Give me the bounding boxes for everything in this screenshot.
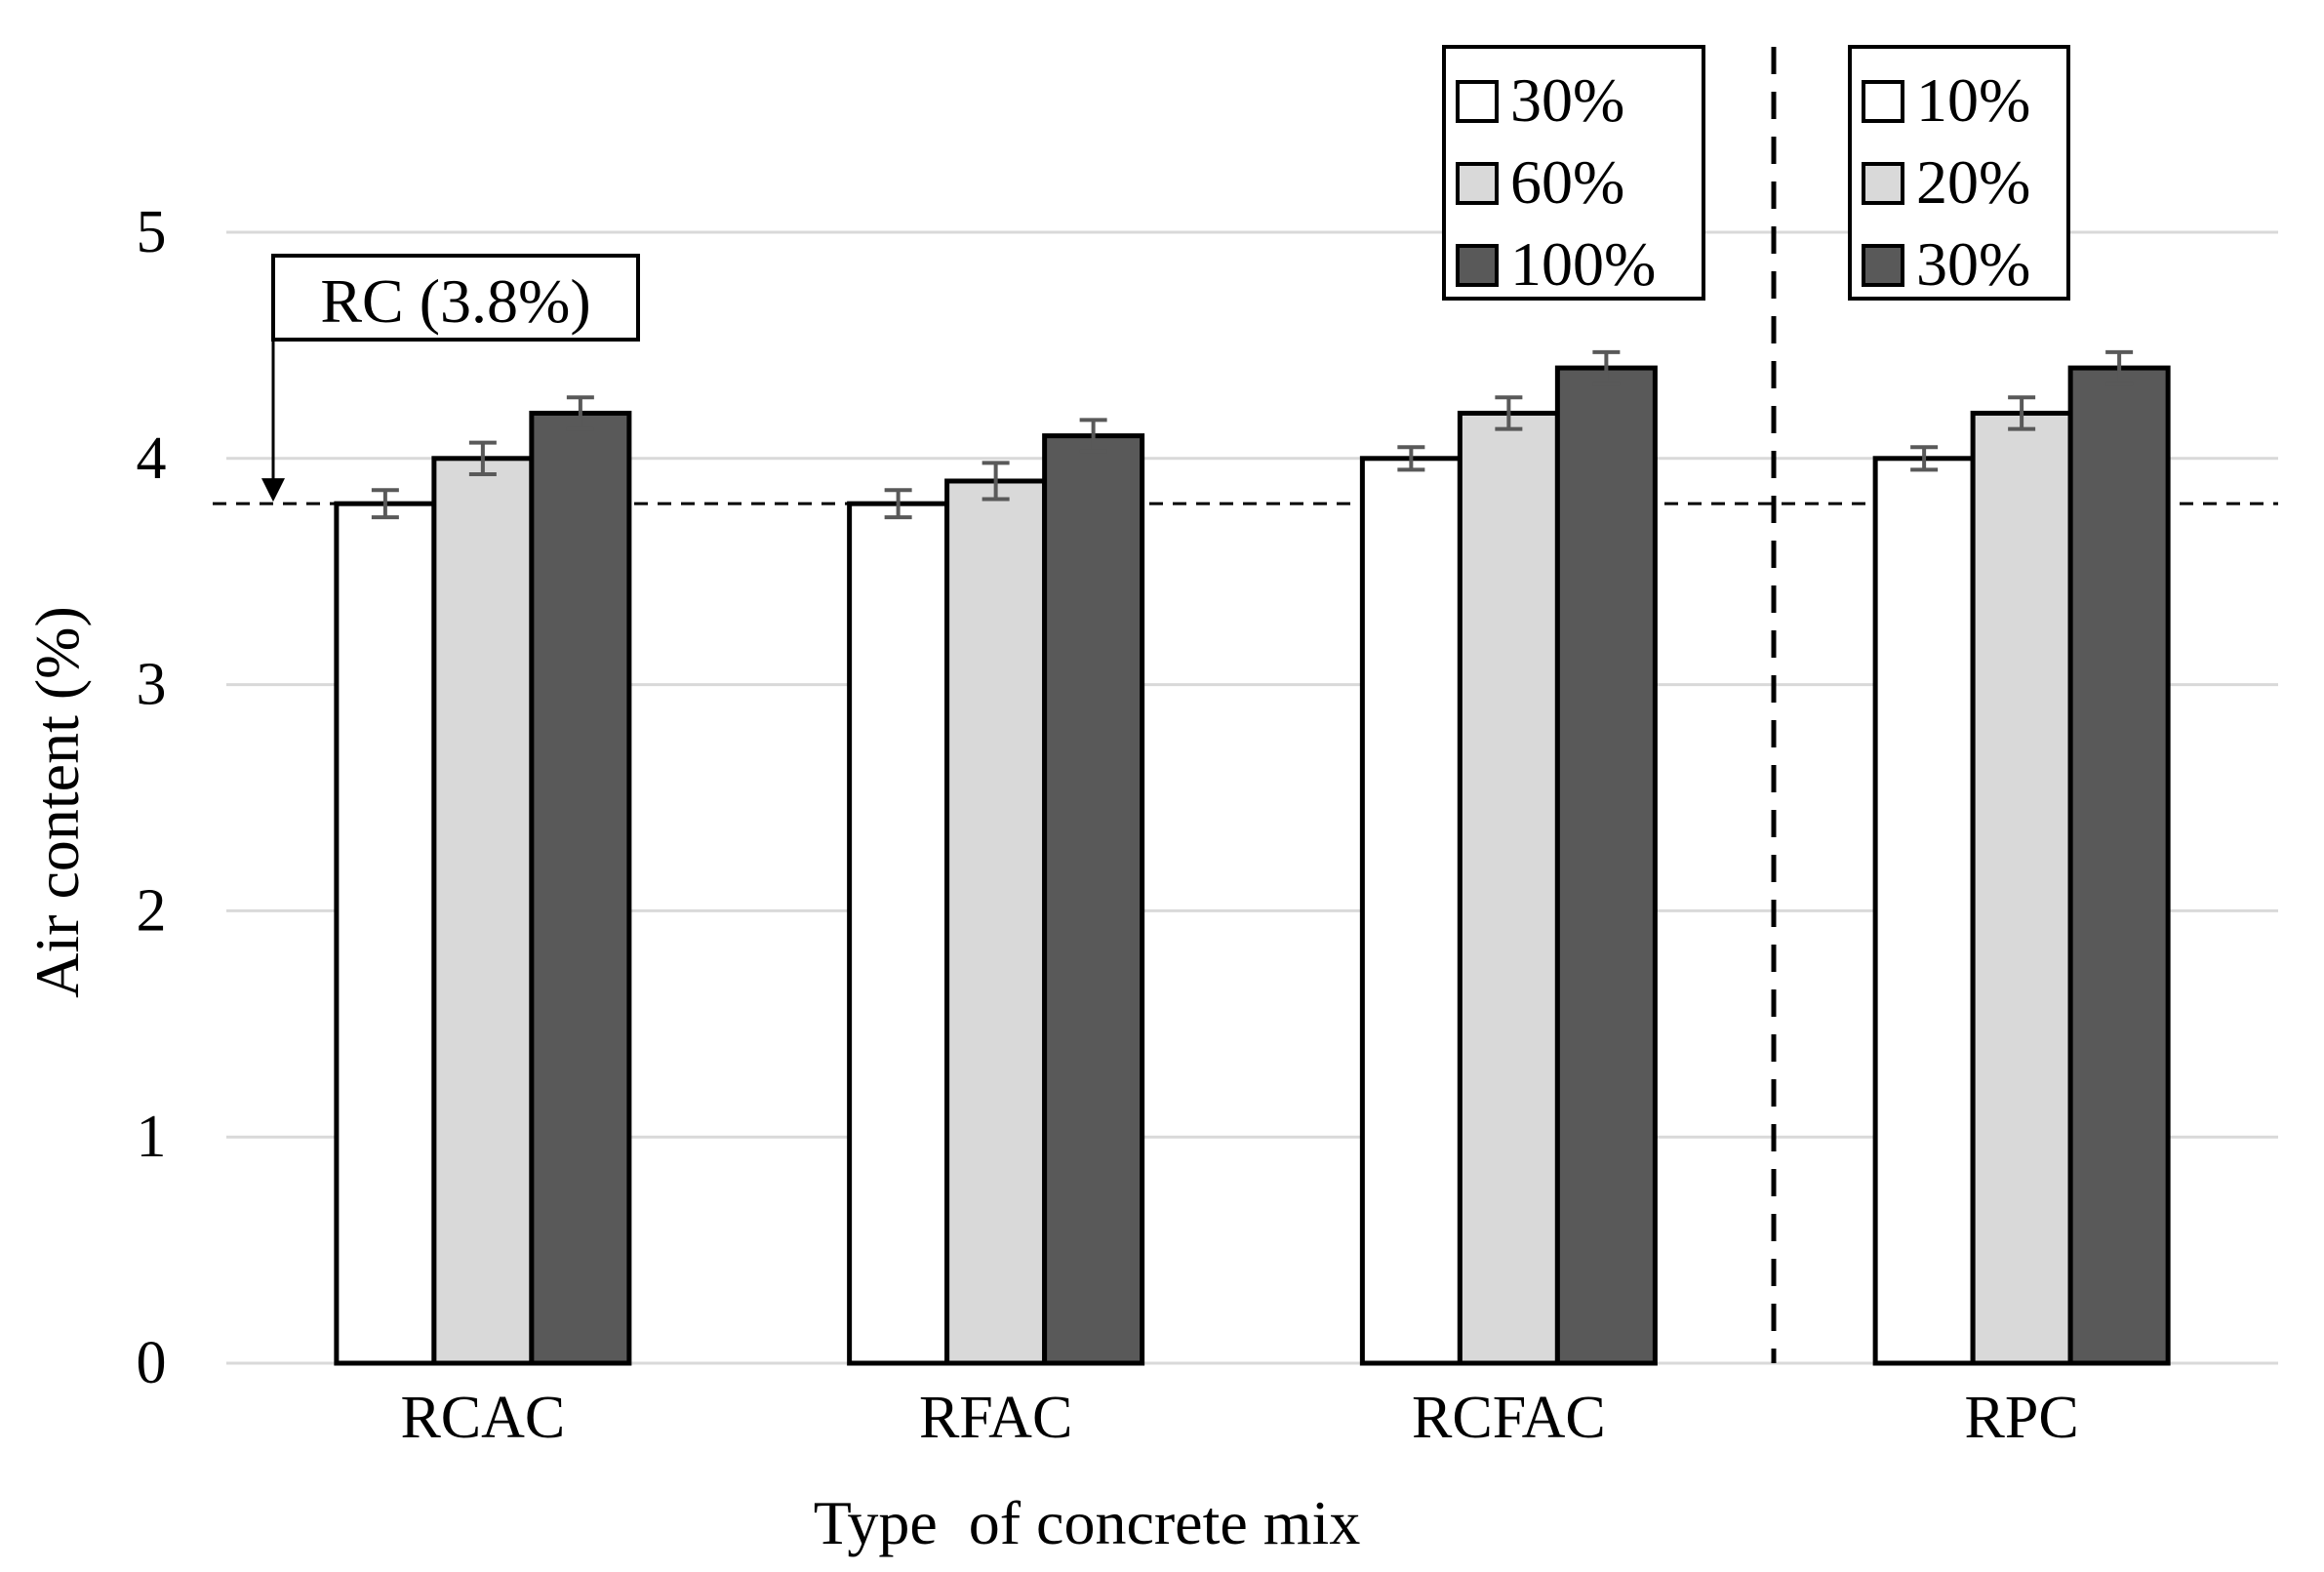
bar (529, 410, 632, 1366)
error-bar (2008, 395, 2036, 431)
bars (334, 349, 2171, 1366)
y-tick-label: 5 (137, 199, 167, 265)
x-axis-title: Type of concrete mix (814, 1488, 1361, 1557)
legend-label: 30% (1916, 229, 2030, 299)
bar (1872, 456, 1976, 1366)
legend-swatch (1862, 244, 1904, 287)
error-bar (884, 488, 912, 520)
error-bar (1495, 395, 1523, 431)
x-category-label: RCFAC (1412, 1385, 1606, 1451)
bar (1554, 365, 1658, 1366)
y-tick-label: 4 (137, 425, 167, 492)
legend-label: 60% (1510, 147, 1624, 217)
legend-label: 10% (1916, 65, 2030, 135)
bar (1970, 410, 2073, 1366)
bar (944, 478, 1048, 1366)
annotation-arrow-head (261, 478, 285, 503)
bar (334, 501, 437, 1366)
error-bar (468, 440, 497, 477)
bar (1457, 410, 1560, 1366)
error-bar (982, 461, 1010, 502)
error-bar (371, 488, 399, 520)
y-tick-label: 0 (137, 1330, 167, 1396)
legend-group-1: 30% 60% 100% (1442, 45, 1705, 301)
legend-label: 20% (1916, 147, 2030, 217)
legend-label: 30% (1510, 65, 1624, 135)
y-tick-label: 3 (137, 652, 167, 718)
reference-annotation: RC (3.8%) (261, 254, 640, 503)
x-category-label: RCAC (400, 1385, 565, 1451)
error-bar (1397, 445, 1425, 472)
error-bar (1079, 418, 1107, 454)
legend-swatch (1862, 162, 1904, 205)
error-bar (566, 395, 594, 431)
y-tick-label: 1 (137, 1104, 167, 1170)
legend-label: 100% (1510, 229, 1656, 299)
bar (1042, 433, 1145, 1366)
error-bar (2105, 349, 2134, 386)
annotation-box (271, 254, 640, 342)
error-bar (1910, 445, 1939, 472)
legend-swatch (1456, 80, 1499, 123)
bar (2067, 365, 2171, 1366)
x-category-label: RPC (1965, 1385, 2079, 1451)
legend-swatch (1456, 162, 1499, 205)
legend-group-2: 10% 20% 30% (1848, 45, 2070, 301)
legend-swatch (1456, 244, 1499, 287)
error-bar (1592, 349, 1621, 386)
y-axis-title: Air content (%) (22, 606, 92, 998)
x-category-label: RFAC (919, 1385, 1072, 1451)
annotation-label: RC (3.8%) (320, 266, 590, 336)
bar (1359, 456, 1463, 1366)
x-axis-categories: RCAC RFAC RCFAC RPC (400, 1385, 2078, 1451)
legends: 30% 60% 100% 10% 20% 30% (1442, 45, 2070, 301)
bar (431, 456, 535, 1366)
bar (847, 501, 950, 1366)
y-axis-ticks: 0 1 2 3 4 5 (137, 199, 167, 1396)
y-tick-label: 2 (137, 877, 167, 944)
legend-swatch (1862, 80, 1904, 123)
